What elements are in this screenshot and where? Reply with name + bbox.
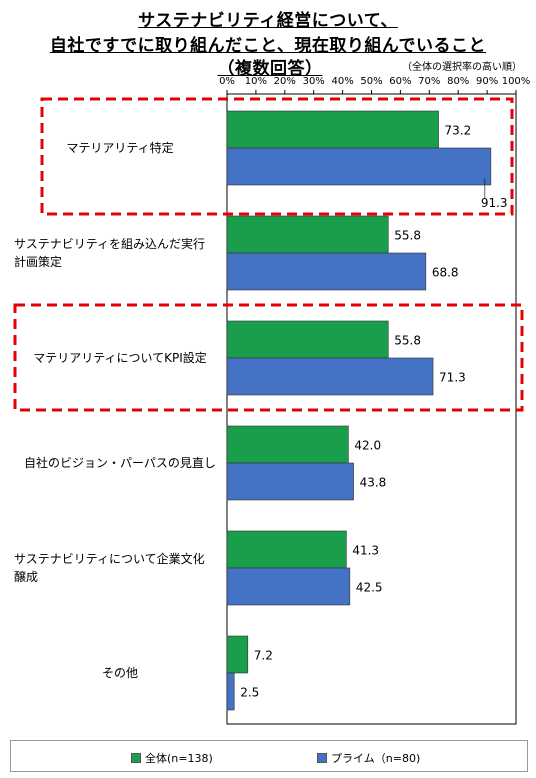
data-label: 7.2 — [254, 649, 273, 663]
data-label: 55.8 — [394, 229, 421, 243]
chart-title-line-3: （複数回答） — [217, 59, 323, 79]
category-label: マテリアリティ特定 — [66, 140, 173, 155]
category-label: 自社のビジョン・パーパスの見直し — [24, 455, 216, 470]
category-label: サステナビリティについて企業文化 — [14, 551, 205, 566]
data-label: 43.8 — [360, 476, 387, 490]
bar-prime — [226, 357, 434, 396]
legend-swatch-all — [131, 753, 141, 763]
category-label: 醸成 — [14, 570, 38, 584]
data-label: 42.5 — [356, 581, 383, 595]
chart-title-line-2: 自社ですでに取り組んだこと、現在取り組んでいること — [49, 36, 487, 56]
legend: 全体(n=138) プライム（n=80) — [10, 740, 528, 772]
data-label: 68.8 — [432, 266, 459, 280]
x-tick-label: 40% — [331, 76, 353, 87]
legend-label-prime: プライム（n=80) — [331, 752, 421, 765]
x-tick-label: 90% — [476, 76, 498, 87]
x-tick-label: 50% — [360, 76, 382, 87]
data-label: 73.2 — [445, 124, 472, 138]
x-tick-label: 80% — [447, 76, 469, 87]
bar-prime — [226, 252, 427, 291]
bar-prime — [226, 147, 492, 186]
x-tick-label: 70% — [418, 76, 440, 87]
bar-prime — [226, 462, 354, 501]
x-tick-label: 10% — [245, 76, 267, 87]
legend-item-prime: プライム（n=80) — [317, 750, 420, 766]
x-tick-label: 100% — [502, 76, 531, 87]
bar-all — [226, 110, 439, 149]
bar-all — [226, 215, 389, 254]
legend-swatch-prime — [317, 753, 327, 763]
x-tick-label: 30% — [303, 76, 325, 87]
x-tick-label: 20% — [274, 76, 296, 87]
bar-prime — [226, 567, 351, 606]
bar-all — [226, 530, 347, 569]
chart-title-line-1: サステナビリティ経営について、 — [138, 11, 398, 31]
category-label: その他 — [102, 666, 138, 680]
bar-prime — [226, 672, 235, 711]
x-tick-label: 0% — [219, 76, 235, 87]
data-label: 55.8 — [394, 334, 421, 348]
bar-all — [226, 635, 249, 674]
category-label: サステナビリティを組み込んだ実行 — [14, 236, 205, 251]
highlight-box — [40, 97, 514, 216]
legend-label-all: 全体(n=138) — [145, 752, 213, 765]
sort-note: （全体の選択率の高い順） — [402, 62, 522, 73]
data-label: 2.5 — [240, 686, 259, 700]
data-label: 91.3 — [481, 196, 508, 210]
bar-all — [226, 425, 349, 464]
data-label: 41.3 — [352, 544, 379, 558]
highlight-box — [13, 303, 524, 412]
data-label: 71.3 — [439, 371, 466, 385]
data-label: 42.0 — [354, 439, 381, 453]
category-label: マテリアリティについてKPI設定 — [33, 350, 207, 365]
legend-item-all: 全体(n=138) — [131, 750, 213, 766]
x-tick-label: 60% — [389, 76, 411, 87]
category-label: 計画策定 — [14, 254, 62, 269]
bar-all — [226, 320, 389, 359]
